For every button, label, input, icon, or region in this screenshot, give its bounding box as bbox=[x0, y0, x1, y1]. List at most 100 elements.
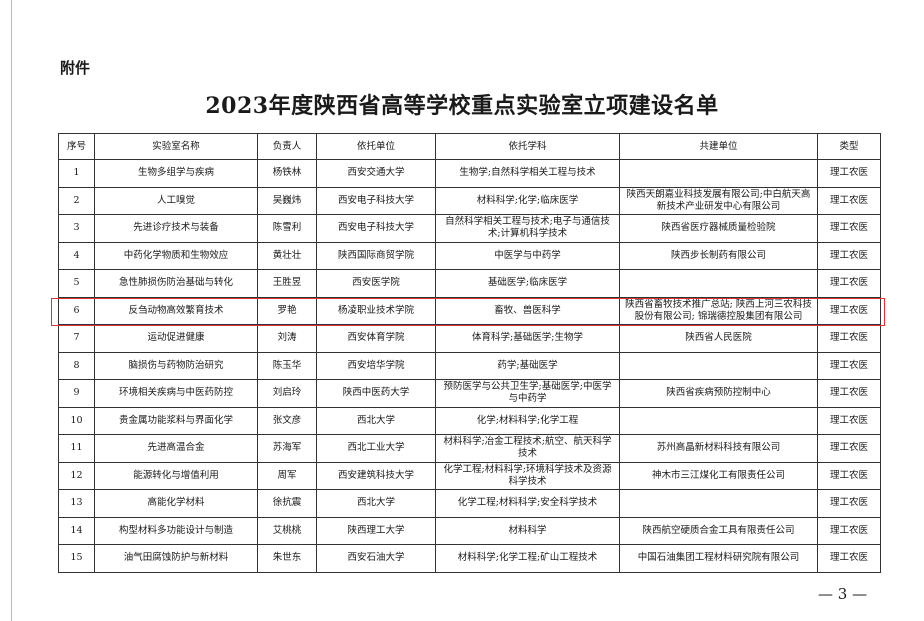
table-cell: 材料科学 bbox=[435, 516, 620, 545]
table-cell: 理工农医 bbox=[817, 159, 881, 188]
table-row: 10 贵金属功能浆料与界面化学 张文彦 西北大学 化学;材料科学;化学工程 理工农医 bbox=[58, 406, 881, 435]
table-cell: 陈玉华 bbox=[257, 351, 317, 380]
table-row: 7 运动促进健康 刘涛 西安体育学院 体育科学;基础医学;生物学 陕西省人民医院 理工农医 bbox=[58, 324, 881, 353]
column-header: 依托单位 bbox=[316, 133, 436, 160]
table-row: 14 构型材料多功能设计与制造 艾桃桃 陕西理工大学 材料科学 陕西航空硬质合金工具有限责… bbox=[58, 516, 881, 545]
table-cell: 体育科学;基础医学;生物学 bbox=[435, 324, 620, 353]
page-number: — 3 — bbox=[818, 585, 868, 603]
table-cell: 理工农医 bbox=[817, 186, 881, 215]
table-cell: 人工嗅觉 bbox=[94, 186, 258, 215]
table-cell: 中医学与中药学 bbox=[435, 241, 620, 270]
table-cell: 化学工程;材料科学;环境科学技术及资源科学技术 bbox=[435, 461, 620, 490]
table-cell: 生物学;自然科学相关工程与技术 bbox=[435, 159, 620, 188]
table-cell: 理工农医 bbox=[817, 241, 881, 270]
table-cell: 急性肺损伤防治基础与转化 bbox=[94, 269, 258, 298]
table-cell bbox=[619, 159, 818, 188]
table-cell: 理工农医 bbox=[817, 214, 881, 243]
table-cell bbox=[619, 351, 818, 380]
table-cell: 理工农医 bbox=[817, 516, 881, 545]
column-header: 共建单位 bbox=[619, 133, 818, 160]
table-cell: 黄壮壮 bbox=[257, 241, 317, 270]
table-cell: 8 bbox=[58, 351, 95, 380]
table-cell: 刘涛 bbox=[257, 324, 317, 353]
table-cell: 理工农医 bbox=[817, 434, 881, 463]
table-cell bbox=[619, 489, 818, 518]
table-cell: 先进诊疗技术与装备 bbox=[94, 214, 258, 243]
table-row: 3 先进诊疗技术与装备 陈雪利 西安电子科技大学 自然科学相关工程与技术;电子与通信技术… bbox=[58, 214, 881, 243]
table-cell: 西安培华学院 bbox=[316, 351, 436, 380]
table-cell: 西安电子科技大学 bbox=[316, 186, 436, 215]
table-cell: 基础医学;临床医学 bbox=[435, 269, 620, 298]
table-cell: 吴巍炜 bbox=[257, 186, 317, 215]
table-cell: 畜牧、兽医科学 bbox=[435, 296, 620, 325]
table-cell: 陕西天朗嘉业科技发展有限公司;中白航天高新技术产业研发中心有限公司 bbox=[619, 186, 818, 215]
table-cell: 15 bbox=[58, 544, 95, 573]
table-cell: 反刍动物高效繁育技术 bbox=[94, 296, 258, 325]
attachment-label: 附件 bbox=[60, 59, 91, 77]
table-cell: 12 bbox=[58, 461, 95, 490]
table-cell: 7 bbox=[58, 324, 95, 353]
table-cell: 理工农医 bbox=[817, 351, 881, 380]
table-cell: 苏海军 bbox=[257, 434, 317, 463]
table-cell: 西安电子科技大学 bbox=[316, 214, 436, 243]
table-cell: 西北大学 bbox=[316, 406, 436, 435]
table-row: 8 脑损伤与药物防治研究 陈玉华 西安培华学院 药学;基础医学 理工农医 bbox=[58, 351, 881, 380]
table-row: 6 反刍动物高效繁育技术 罗艳 杨凌职业技术学院 畜牧、兽医科学 陕西省畜牧技术推广总站;… bbox=[58, 296, 881, 325]
table-row: 11 先进高温合金 苏海军 西北工业大学 材料科学;冶金工程技术;航空、航天科学技术 苏州… bbox=[58, 434, 881, 463]
table-cell: 材料科学;冶金工程技术;航空、航天科学技术 bbox=[435, 434, 620, 463]
table-cell: 化学;材料科学;化学工程 bbox=[435, 406, 620, 435]
table-cell: 理工农医 bbox=[817, 379, 881, 408]
table-cell: 中药化学物质和生物效应 bbox=[94, 241, 258, 270]
table-cell: 贵金属功能浆料与界面化学 bbox=[94, 406, 258, 435]
table-cell: 理工农医 bbox=[817, 406, 881, 435]
table-cell: 陕西航空硬质合金工具有限责任公司 bbox=[619, 516, 818, 545]
table-row: 1 生物多组学与疾病 杨铁林 西安交通大学 生物学;自然科学相关工程与技术 理工农医 bbox=[58, 159, 881, 188]
table-row: 9 环境相关疾病与中医药防控 刘启玲 陕西中医药大学 预防医学与公共卫生学;基础医学;中… bbox=[58, 379, 881, 408]
table-cell: 陕西中医药大学 bbox=[316, 379, 436, 408]
table-cell: 理工农医 bbox=[817, 324, 881, 353]
column-header: 负责人 bbox=[257, 133, 317, 160]
table-row: 2 人工嗅觉 吴巍炜 西安电子科技大学 材料科学;化学;临床医学 陕西天朗嘉业科技发展有限… bbox=[58, 186, 881, 215]
table-cell: 艾桃桃 bbox=[257, 516, 317, 545]
table-cell: 9 bbox=[58, 379, 95, 408]
table-cell: 陈雪利 bbox=[257, 214, 317, 243]
table-cell: 4 bbox=[58, 241, 95, 270]
table-row: 13 高能化学材料 徐抗震 西北大学 化学工程;材料科学;安全科学技术 理工农医 bbox=[58, 489, 881, 518]
table-cell: 西北大学 bbox=[316, 489, 436, 518]
table-cell: 徐抗震 bbox=[257, 489, 317, 518]
table-cell: 13 bbox=[58, 489, 95, 518]
table-cell bbox=[619, 269, 818, 298]
page-edge bbox=[11, 0, 12, 621]
table-cell: 神木市三江煤化工有限责任公司 bbox=[619, 461, 818, 490]
table-cell: 6 bbox=[58, 296, 95, 325]
table-cell: 陕西省疾病预防控制中心 bbox=[619, 379, 818, 408]
table-cell: 材料科学;化学工程;矿山工程技术 bbox=[435, 544, 620, 573]
table-cell: 周军 bbox=[257, 461, 317, 490]
table-cell: 环境相关疾病与中医药防控 bbox=[94, 379, 258, 408]
table-cell: 14 bbox=[58, 516, 95, 545]
column-header: 实验室名称 bbox=[94, 133, 258, 160]
table-cell: 杨凌职业技术学院 bbox=[316, 296, 436, 325]
table-cell: 理工农医 bbox=[817, 461, 881, 490]
table-cell: 西安交通大学 bbox=[316, 159, 436, 188]
table-cell: 朱世东 bbox=[257, 544, 317, 573]
table-cell: 3 bbox=[58, 214, 95, 243]
document-title: 2023年度陕西省高等学校重点实验室立项建设名单 bbox=[205, 93, 719, 119]
table-cell: 中国石油集团工程材料研究院有限公司 bbox=[619, 544, 818, 573]
table-cell: 自然科学相关工程与技术;电子与通信技术;计算机科学技术 bbox=[435, 214, 620, 243]
table-cell: 5 bbox=[58, 269, 95, 298]
table-cell: 先进高温合金 bbox=[94, 434, 258, 463]
table-cell: 10 bbox=[58, 406, 95, 435]
table-cell: 材料科学;化学;临床医学 bbox=[435, 186, 620, 215]
table-cell: 理工农医 bbox=[817, 269, 881, 298]
table-row: 4 中药化学物质和生物效应 黄壮壮 陕西国际商贸学院 中医学与中药学 陕西步长制药有限公司… bbox=[58, 241, 881, 270]
table-cell: 杨铁林 bbox=[257, 159, 317, 188]
table-cell: 西北工业大学 bbox=[316, 434, 436, 463]
table-cell: 陕西省人民医院 bbox=[619, 324, 818, 353]
table-cell bbox=[619, 406, 818, 435]
table-cell: 预防医学与公共卫生学;基础医学;中医学与中药学 bbox=[435, 379, 620, 408]
table-cell: 理工农医 bbox=[817, 544, 881, 573]
table-cell: 构型材料多功能设计与制造 bbox=[94, 516, 258, 545]
table-cell: 理工农医 bbox=[817, 296, 881, 325]
column-header: 依托学科 bbox=[435, 133, 620, 160]
